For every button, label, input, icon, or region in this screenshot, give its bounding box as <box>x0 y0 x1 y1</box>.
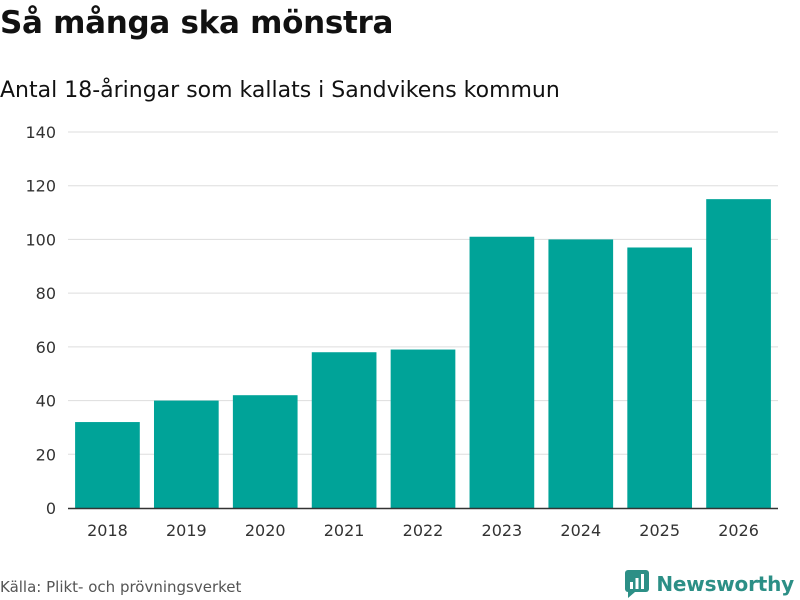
x-tick-label: 2021 <box>324 521 365 540</box>
y-tick-label: 100 <box>25 230 56 249</box>
x-tick-label: 2024 <box>560 521 601 540</box>
y-tick-label: 0 <box>46 499 56 518</box>
x-tick-label: 2018 <box>87 521 128 540</box>
newsworthy-logo-icon <box>625 570 650 598</box>
y-tick-label: 120 <box>25 177 56 196</box>
chart-title: Så många ska mönstra <box>0 5 394 41</box>
x-tick-labels: 2018 2019 2020 2021 2022 2023 2024 2025 2026 <box>87 521 759 540</box>
y-tick-labels: 0 20 40 60 80 100 120 140 <box>25 123 56 518</box>
y-tick-label: 40 <box>36 392 56 411</box>
bars <box>75 199 771 508</box>
chart-subtitle: Antal 18-åringar som kallats i Sandviken… <box>0 78 560 103</box>
bar-2022 <box>390 349 456 508</box>
bar-2021 <box>311 352 377 508</box>
bar-2018 <box>75 422 140 508</box>
x-tick-label: 2025 <box>639 521 680 540</box>
y-tick-label: 60 <box>36 338 56 357</box>
x-tick-label: 2023 <box>482 521 523 540</box>
x-tick-label: 2022 <box>403 521 444 540</box>
x-tick-label: 2019 <box>166 521 207 540</box>
y-tick-label: 20 <box>36 445 56 464</box>
bar-2023 <box>469 236 535 508</box>
brand-logo[interactable]: Newsworthy <box>624 569 794 599</box>
x-tick-label: 2026 <box>718 521 759 540</box>
brand-name: Newsworthy <box>656 572 794 596</box>
bar-2019 <box>153 400 219 508</box>
y-tick-label: 140 <box>25 123 56 142</box>
bar-2020 <box>232 395 298 508</box>
source-note: Källa: Plikt- och prövningsverket <box>0 578 242 596</box>
x-tick-label: 2020 <box>245 521 286 540</box>
y-tick-label: 80 <box>36 284 56 303</box>
bar-2024 <box>548 239 614 508</box>
bar-2025 <box>627 247 693 508</box>
bar-2026 <box>706 199 771 508</box>
